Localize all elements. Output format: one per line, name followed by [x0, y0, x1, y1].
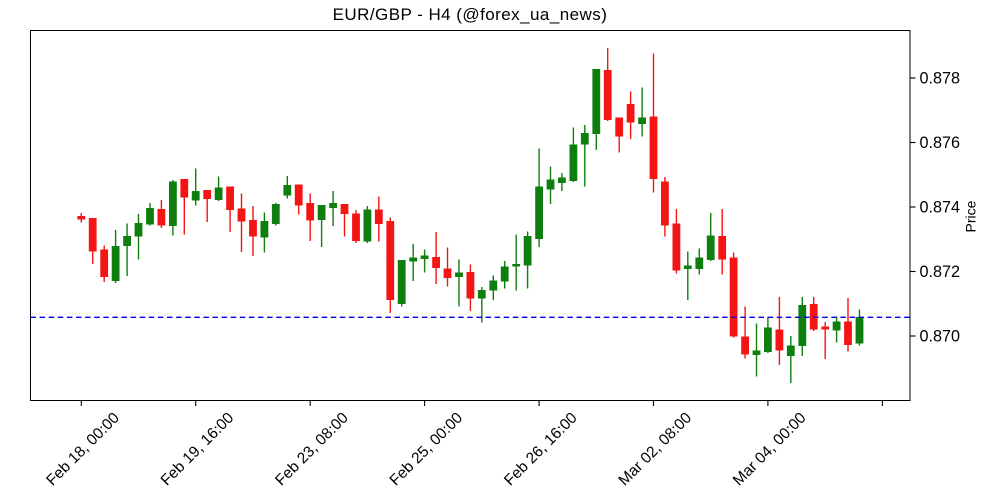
svg-text:0.870: 0.870 [920, 327, 961, 345]
svg-text:EUR/GBP - H4 (@forex_ua_news): EUR/GBP - H4 (@forex_ua_news) [333, 5, 608, 24]
svg-text:0.876: 0.876 [920, 134, 961, 152]
svg-text:0.878: 0.878 [920, 69, 961, 87]
svg-text:0.874: 0.874 [920, 198, 961, 216]
svg-text:Price: Price [963, 200, 979, 232]
svg-text:0.872: 0.872 [920, 263, 961, 281]
